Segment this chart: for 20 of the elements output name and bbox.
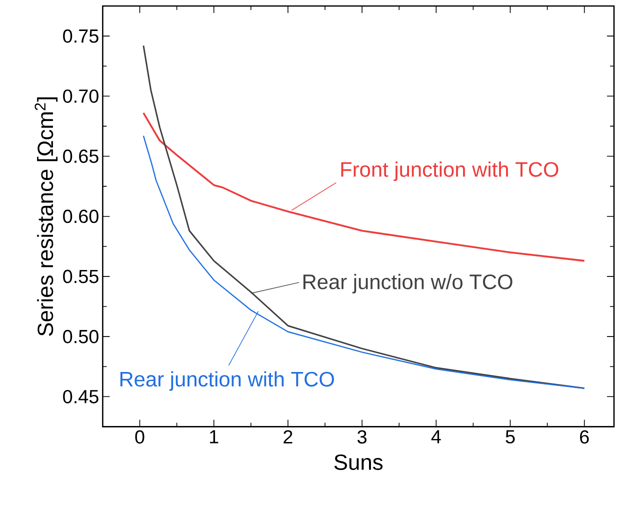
- y-tick-label: 0.55: [63, 270, 98, 284]
- legend-label: Rear junction w/o TCO: [303, 274, 512, 294]
- x-axis-title: Suns: [334, 454, 383, 470]
- y-tick-label: 0.65: [63, 150, 98, 163]
- y-tick-label: 0.70: [63, 89, 98, 103]
- x-tick-label: 3: [358, 430, 366, 444]
- y-tick-label: 0.60: [63, 210, 98, 224]
- x-tick-label: 2: [284, 430, 292, 444]
- text: Front junction with TCO: [341, 162, 558, 182]
- series-label: Rear junction with TCO: [120, 371, 334, 391]
- line-series: [142, 112, 586, 262]
- y-tick-label: 0.75: [63, 29, 98, 43]
- x-tick-label: 0: [135, 430, 144, 444]
- y-axis-title: Series resistance [Ωcm$^{2}$]: [34, 97, 58, 336]
- x-tick-label: 1: [210, 430, 218, 444]
- y-tick-label: 0.45: [63, 390, 98, 404]
- x-tick-label: 6: [580, 430, 589, 444]
- y-tick-label: 0.50: [63, 330, 98, 344]
- x-tick-label: 4: [431, 430, 441, 444]
- x-tick-label: 5: [506, 430, 515, 444]
